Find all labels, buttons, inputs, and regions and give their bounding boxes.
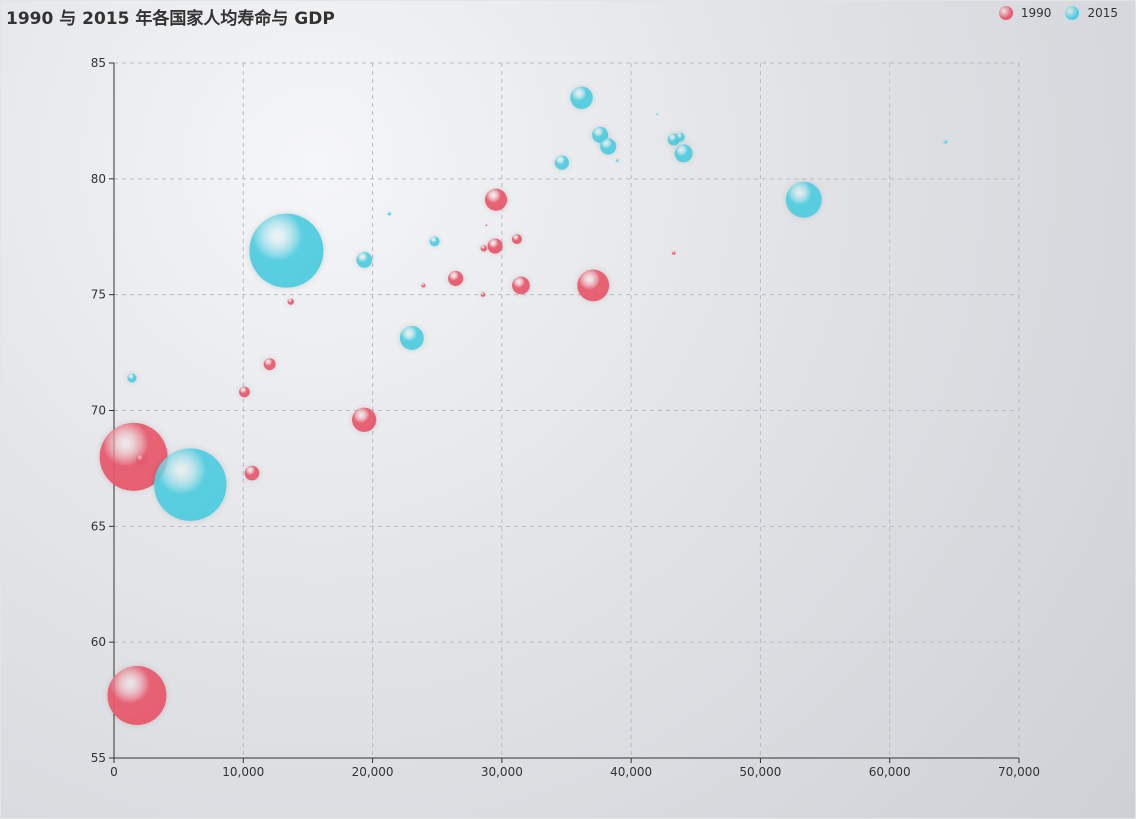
bubble-2015[interactable] xyxy=(570,86,593,110)
bubble-2015[interactable] xyxy=(127,373,137,383)
x-tick-label: 10,000 xyxy=(222,765,264,779)
bubble-1990[interactable] xyxy=(484,188,508,211)
bubble-2015[interactable] xyxy=(356,252,373,268)
bubble-1990[interactable] xyxy=(352,407,377,432)
legend-label-2015: 2015 xyxy=(1087,6,1118,20)
x-tick-label: 30,000 xyxy=(481,765,523,779)
bubble-1990[interactable] xyxy=(263,358,276,371)
chart-title: 1990 与 2015 年各国家人均寿命与 GDP xyxy=(6,9,335,29)
bubble-1990[interactable] xyxy=(671,251,676,255)
bubble-1990[interactable] xyxy=(448,270,464,287)
x-tick-label: 0 xyxy=(110,765,118,779)
bubble-1990[interactable] xyxy=(511,234,522,245)
bubble-2015[interactable] xyxy=(592,126,609,143)
legend-item-1990[interactable]: 1990 xyxy=(998,6,1052,20)
bubble-layer xyxy=(99,86,948,725)
bubble-1990[interactable] xyxy=(512,276,530,295)
bubble-2015[interactable] xyxy=(656,112,658,115)
bubble-1990[interactable] xyxy=(487,238,503,254)
bubble-2015[interactable] xyxy=(399,326,424,350)
bubble-2015[interactable] xyxy=(154,448,227,521)
bubble-2015[interactable] xyxy=(675,132,685,142)
x-tick-label: 50,000 xyxy=(739,765,781,779)
x-tick-label: 60,000 xyxy=(869,765,911,779)
bubble-1990[interactable] xyxy=(480,292,486,297)
legend-label-1990: 1990 xyxy=(1020,6,1052,20)
bubble-2015[interactable] xyxy=(554,155,569,170)
legend-marker-1990 xyxy=(998,6,1013,20)
bubble-1990[interactable] xyxy=(287,298,294,305)
axis-layer: 0 10,000 20,000 30,000 40,000 50,000 60,000 70,… xyxy=(91,56,1040,779)
y-tick-label: 85 xyxy=(91,56,106,70)
x-tick-label: 40,000 xyxy=(610,765,652,779)
bubble-2015[interactable] xyxy=(785,181,822,218)
x-tick-label: 20,000 xyxy=(352,765,394,779)
y-tick-label: 70 xyxy=(91,404,106,418)
bubble-1990[interactable] xyxy=(485,224,488,227)
bubble-1990[interactable] xyxy=(480,245,487,252)
legend-marker-2015 xyxy=(1065,6,1080,20)
y-tick-label: 60 xyxy=(91,635,106,649)
bubble-1990[interactable] xyxy=(99,422,168,491)
y-tick-label: 55 xyxy=(91,751,106,765)
y-tick-label: 65 xyxy=(91,519,106,533)
y-tick-label: 80 xyxy=(91,172,106,186)
bubble-2015[interactable] xyxy=(674,144,693,163)
bubble-2015[interactable] xyxy=(615,158,619,162)
bubble-2015[interactable] xyxy=(600,138,617,155)
y-tick-label: 75 xyxy=(91,288,106,302)
bubble-1990[interactable] xyxy=(421,283,426,288)
x-tick-label: 70,000 xyxy=(998,765,1040,779)
bubble-2015[interactable] xyxy=(429,236,440,247)
legend: 1990 2015 xyxy=(985,6,1118,20)
bubble-1990[interactable] xyxy=(136,454,146,464)
bubble-2015[interactable] xyxy=(943,140,948,144)
bubble-2015[interactable] xyxy=(387,211,391,216)
grid-layer xyxy=(114,62,1020,758)
bubble-1990[interactable] xyxy=(239,386,250,398)
legend-item-2015[interactable]: 2015 xyxy=(1065,6,1118,20)
bubble-2015[interactable] xyxy=(249,213,324,288)
bubble-1990[interactable] xyxy=(244,465,260,481)
bubble-1990[interactable] xyxy=(107,665,167,725)
bubble-1990[interactable] xyxy=(577,269,610,302)
